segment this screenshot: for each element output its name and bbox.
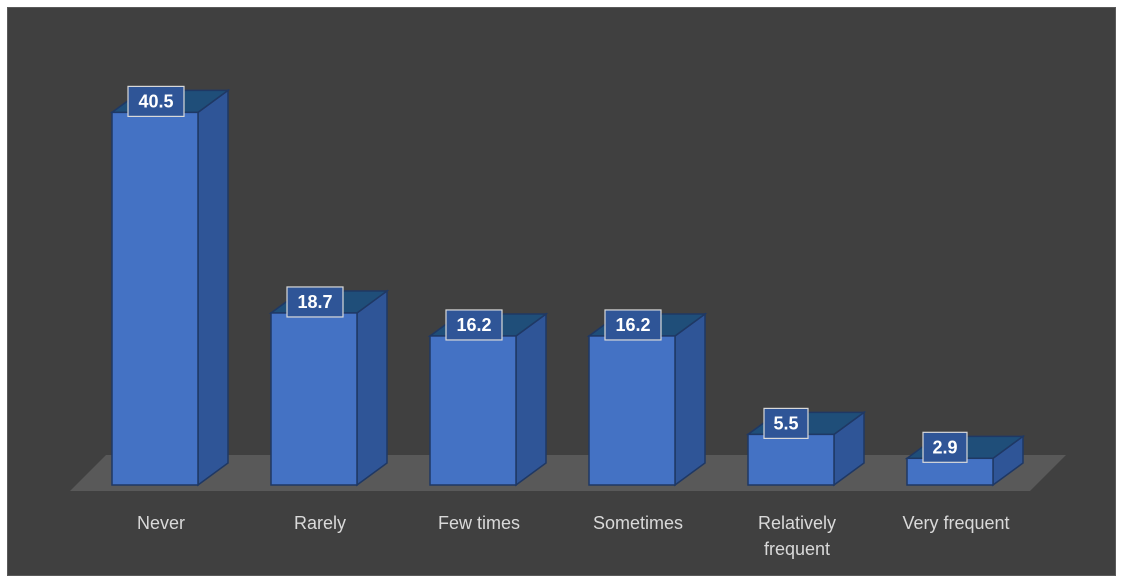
category-label-line: Sometimes xyxy=(593,513,683,533)
bar-side xyxy=(197,88,229,487)
bar-front xyxy=(588,335,676,486)
data-label: 18.7 xyxy=(297,292,332,312)
bar-side xyxy=(674,312,706,487)
bar-3 xyxy=(427,312,549,487)
chart-area: 40.5 18.7 16.2 16.2 5.5 2.9 Never Rarely Few ti… xyxy=(7,7,1116,576)
bar-1 xyxy=(109,88,231,487)
data-label: 2.9 xyxy=(932,437,957,457)
bars-group xyxy=(109,88,1026,487)
bar-front xyxy=(270,312,358,486)
category-label: Sometimes xyxy=(593,513,683,533)
bar-front xyxy=(747,433,835,486)
data-label: 40.5 xyxy=(138,91,173,111)
category-label-line: Few times xyxy=(438,513,520,533)
category-label: Few times xyxy=(438,513,520,533)
category-label-line: frequent xyxy=(764,539,830,559)
category-label: Never xyxy=(137,513,185,533)
category-label: Very frequent xyxy=(902,513,1009,533)
data-label-box xyxy=(604,309,662,341)
data-label-box xyxy=(445,309,503,341)
data-label: 16.2 xyxy=(615,315,650,335)
category-labels-group: Never Rarely Few times Sometimes Relatively f… xyxy=(137,513,1010,559)
bar-side xyxy=(515,312,547,487)
bar-front xyxy=(111,111,199,486)
data-label: 16.2 xyxy=(456,315,491,335)
data-label-box xyxy=(127,85,185,118)
data-label-box xyxy=(763,407,809,439)
bar-2 xyxy=(268,289,390,487)
bar-chart: 40.5 18.7 16.2 16.2 5.5 2.9 Never Rarely Few ti… xyxy=(8,8,1115,575)
category-label: Rarely xyxy=(294,513,346,533)
bar-side xyxy=(356,289,388,487)
data-label-box xyxy=(922,431,968,463)
category-label-line: Very frequent xyxy=(902,513,1009,533)
data-label: 5.5 xyxy=(773,413,798,433)
data-label-box xyxy=(286,286,344,318)
category-label-line: Relatively xyxy=(758,513,836,533)
category-label: Relatively frequent xyxy=(758,513,836,559)
bar-front xyxy=(429,335,517,486)
data-labels-group: 40.5 18.7 16.2 16.2 5.5 2.9 xyxy=(127,85,968,463)
category-label-line: Rarely xyxy=(294,513,346,533)
category-label-line: Never xyxy=(137,513,185,533)
